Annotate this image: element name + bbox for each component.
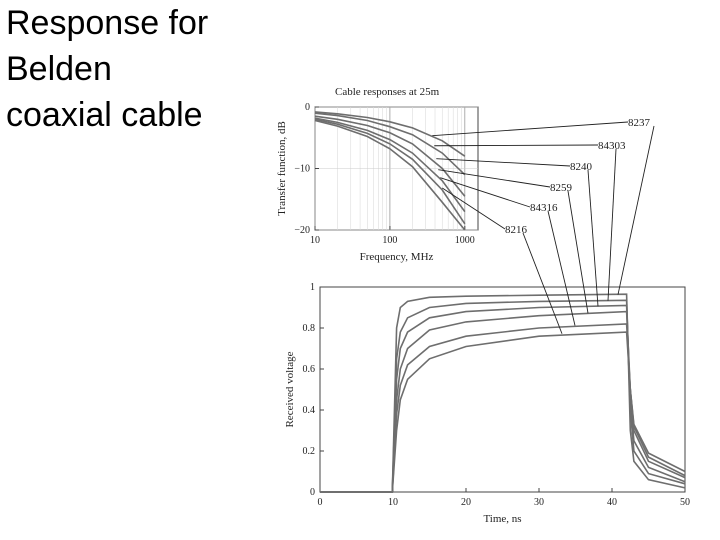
leader-line [438,169,551,188]
series-line [314,117,466,213]
series-line [320,293,686,493]
leader-line [432,121,629,137]
y-tick-label: 0 [305,102,310,113]
x-tick-label: 40 [607,497,617,508]
series-line [320,331,686,493]
x-tick-label: 0 [318,497,323,508]
series-label: 8240 [570,161,593,173]
plot-area [319,286,686,493]
leader-line [440,177,531,208]
leader-line [522,232,563,334]
y-axis-label: Received voltage [284,351,296,427]
x-axis-label: Frequency, MHz [360,251,434,263]
x-tick-label: 10 [388,497,398,508]
series-label: 8237 [628,117,651,129]
x-tick-label: 10 [310,235,320,246]
y-tick-label: 0.6 [303,364,316,375]
leader-line [436,158,571,167]
slide-title: coaxial cable [6,96,203,134]
series-label: 8216 [505,224,528,236]
chart-title: Cable responses at 25m [335,86,440,98]
series-label: 84303 [598,140,626,152]
leader-line [617,125,655,295]
slide-title: Belden [6,50,112,88]
x-tick-label: 50 [680,497,690,508]
slide-title: Response for [6,4,208,42]
x-tick-label: 100 [382,235,397,246]
series-line [314,119,466,231]
y-tick-label: 0.8 [303,323,316,334]
leader-line [567,190,589,314]
leader-line [607,148,617,301]
series-line [314,112,466,176]
y-tick-label: 1 [310,282,315,293]
y-tick-label: 0.2 [303,446,316,457]
series-line [314,111,466,157]
y-tick-label: 0.4 [303,405,316,416]
series-label: 8259 [550,182,573,194]
series-line [320,323,686,493]
series-line [314,118,466,225]
y-axis-label: Transfer function, dB [276,121,288,216]
series-line [320,299,686,493]
leader-line [587,169,599,307]
series-line [320,310,686,493]
leader-line [442,187,506,230]
leader-line [434,144,599,147]
series-line [314,115,466,197]
series-label: 84316 [530,202,558,214]
y-tick-label: 0 [310,487,315,498]
x-tick-label: 1000 [455,235,475,246]
x-tick-label: 20 [461,497,471,508]
series-line [320,304,686,493]
leader-line [547,210,576,326]
y-tick-label: −10 [294,164,310,175]
x-axis-label: Time, ns [483,513,521,525]
x-tick-label: 30 [534,497,544,508]
y-tick-label: −20 [294,225,310,236]
